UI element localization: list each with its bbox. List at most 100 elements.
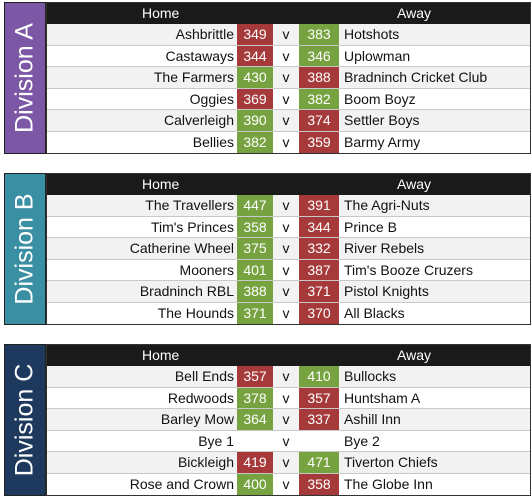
home-score: 388 <box>237 281 273 302</box>
match-row: Bye 1 v Bye 2 <box>47 430 530 452</box>
versus-label: v <box>282 240 290 256</box>
versus-label: v <box>282 283 290 299</box>
division-b-table: Home Away The Travellers 447 v 391 The A… <box>46 173 531 325</box>
division-a-panel: Division A Home Away Ashbrittle 349 v 38… <box>4 2 531 154</box>
versus-label: v <box>282 47 290 64</box>
division-b-side-label: Division B <box>4 173 46 325</box>
home-team: Mooners <box>179 261 234 278</box>
match-row: Bickleigh 419 v 471 Tiverton Chiefs <box>47 452 530 474</box>
home-score: 419 <box>237 452 273 473</box>
match-row: Mooners 401 v 387 Tim's Booze Cruzers <box>47 259 530 281</box>
match-row: Calverleigh 390 v 374 Settler Boys <box>47 110 530 132</box>
versus-label: v <box>282 475 290 492</box>
home-team: Tim's Princes <box>150 218 234 235</box>
versus-label: v <box>282 432 290 449</box>
match-row: Ashbrittle 349 v 383 Hotshots <box>47 24 530 46</box>
versus-label: v <box>282 133 290 150</box>
home-score: 369 <box>237 88 273 109</box>
home-score: 382 <box>237 131 273 153</box>
home-team: Ashbrittle <box>175 26 234 42</box>
home-team: Bye 1 <box>198 432 234 449</box>
match-row: The Travellers 447 v 391 The Agri-Nuts <box>47 195 530 217</box>
home-score: 401 <box>237 259 273 280</box>
match-row: Castaways 344 v 346 Uplowman <box>47 45 530 67</box>
away-team: Tiverton Chiefs <box>344 454 438 470</box>
away-score: 337 <box>299 409 339 430</box>
away-team: River Rebels <box>344 240 425 256</box>
away-score: 410 <box>299 366 339 387</box>
versus-label: v <box>282 304 290 321</box>
match-row: Catherine Wheel 375 v 332 River Rebels <box>47 238 530 260</box>
match-row: The Farmers 430 v 388 Bradninch Cricket … <box>47 67 530 89</box>
away-score: 387 <box>299 259 339 280</box>
home-score: 371 <box>237 302 273 324</box>
home-score: 390 <box>237 110 273 131</box>
away-score: 344 <box>299 216 339 237</box>
home-team: Barley Mow <box>160 411 234 427</box>
match-row: Rose and Crown 400 v 358 The Globe Inn <box>47 473 530 495</box>
versus-label: v <box>282 389 290 406</box>
home-header: Home <box>142 347 180 363</box>
away-score: 383 <box>299 24 339 45</box>
home-team: Rose and Crown <box>129 475 234 492</box>
division-b-panel: Division B Home Away The Travellers 447 … <box>4 173 531 325</box>
home-score <box>237 431 273 452</box>
away-score: 382 <box>299 88 339 109</box>
away-team: Settler Boys <box>344 112 420 128</box>
away-team: Barmy Army <box>344 133 421 150</box>
match-row: Bell Ends 357 v 410 Bullocks <box>47 366 530 388</box>
division-c-header: Home Away <box>47 345 530 366</box>
home-header: Home <box>142 176 180 192</box>
versus-label: v <box>282 90 290 107</box>
home-team: The Travellers <box>145 197 234 213</box>
away-score: 357 <box>299 387 339 408</box>
away-team: Bullocks <box>344 368 397 384</box>
away-score: 370 <box>299 302 339 324</box>
away-score: 359 <box>299 131 339 153</box>
match-row: Bellies 382 v 359 Barmy Army <box>47 131 530 153</box>
division-b-header: Home Away <box>47 174 530 195</box>
away-team: Hotshots <box>344 26 400 42</box>
away-team: Huntsham A <box>344 389 421 406</box>
away-team: Tim's Booze Cruzers <box>344 261 473 278</box>
home-score: 378 <box>237 387 273 408</box>
home-team: Bradninch RBL <box>139 283 234 299</box>
home-score: 430 <box>237 67 273 88</box>
away-score: 388 <box>299 67 339 88</box>
versus-label: v <box>282 368 290 384</box>
home-score: 375 <box>237 238 273 259</box>
away-header: Away <box>397 5 431 21</box>
away-score: 471 <box>299 452 339 473</box>
home-team: Castaways <box>165 47 234 64</box>
away-team: The Globe Inn <box>344 475 433 492</box>
away-score <box>299 431 339 452</box>
division-a-title: Division A <box>10 23 39 133</box>
home-score: 447 <box>237 195 273 216</box>
home-team: Bickleigh <box>177 454 234 470</box>
away-team: Pistol Knights <box>344 283 429 299</box>
away-team: Uplowman <box>344 47 411 64</box>
away-score: 332 <box>299 238 339 259</box>
division-c-side-label: Division C <box>4 344 46 496</box>
away-team: Prince B <box>344 218 397 235</box>
match-row: Redwoods 378 v 357 Huntsham A <box>47 387 530 409</box>
division-a-table: Home Away Ashbrittle 349 v 383 Hotshots … <box>46 2 531 154</box>
away-team: Bye 2 <box>344 432 380 449</box>
division-a-header: Home Away <box>47 3 530 24</box>
away-score: 371 <box>299 281 339 302</box>
home-team: Catherine Wheel <box>129 240 234 256</box>
away-score: 346 <box>299 45 339 66</box>
home-score: 344 <box>237 45 273 66</box>
away-team: All Blacks <box>344 304 405 321</box>
division-b-title: Division B <box>10 193 39 305</box>
division-c-panel: Division C Home Away Bell Ends 357 v 410… <box>4 344 531 496</box>
division-c-table: Home Away Bell Ends 357 v 410 Bullocks R… <box>46 344 531 496</box>
home-score: 349 <box>237 24 273 45</box>
home-header: Home <box>142 5 180 21</box>
home-team: Bellies <box>192 133 234 150</box>
versus-label: v <box>282 411 290 427</box>
versus-label: v <box>282 197 290 213</box>
versus-label: v <box>282 112 290 128</box>
home-team: Oggies <box>189 90 234 107</box>
away-score: 391 <box>299 195 339 216</box>
